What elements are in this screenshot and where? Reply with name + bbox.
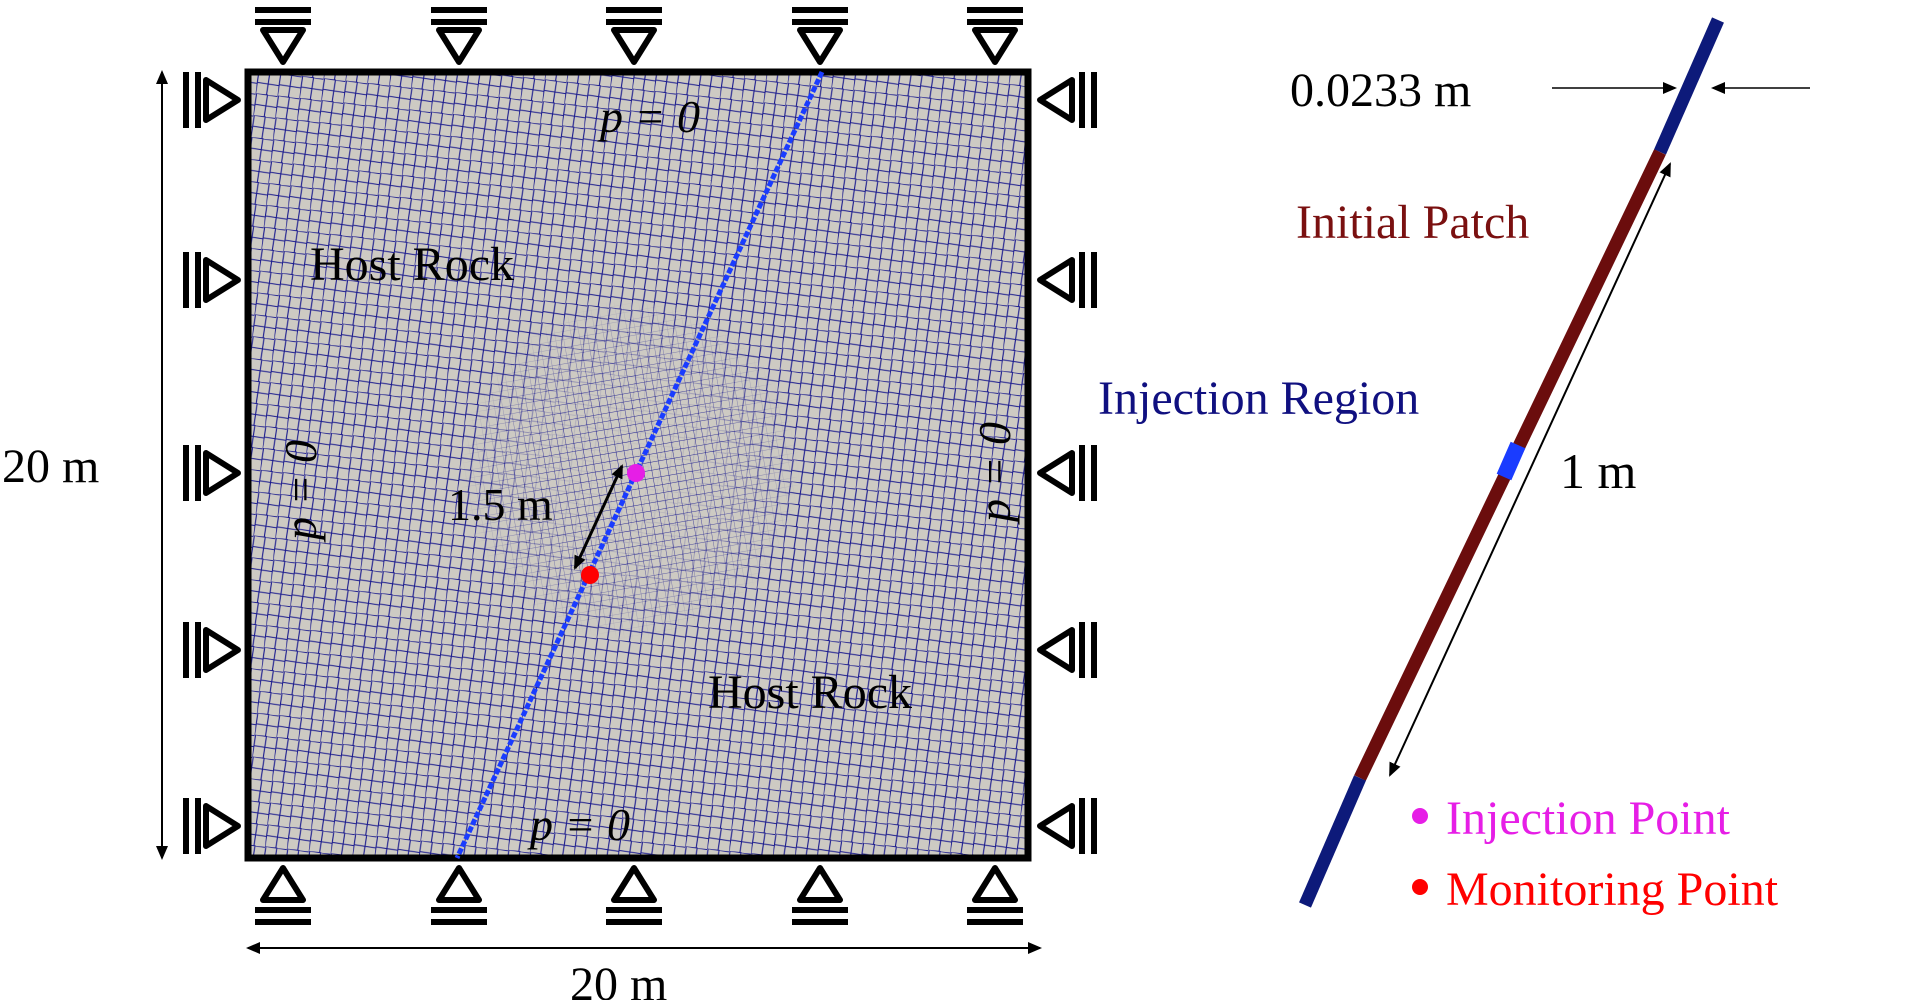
- patch-length-arrow: [1389, 162, 1671, 777]
- domain-border: [244, 68, 1032, 862]
- legend-injection-label: Injection Point: [1446, 792, 1731, 845]
- roller-support-top-4: [792, 7, 848, 65]
- roller-support-right-3: [1037, 445, 1097, 501]
- monitoring-point-marker: [581, 566, 599, 584]
- roller-support-right-5: [1037, 798, 1097, 854]
- pressure-top-label: p = 0: [597, 91, 700, 142]
- roller-support-top-2: [431, 7, 487, 65]
- roller-support-bottom-3: [606, 865, 662, 925]
- patch-length-label: 1 m: [1560, 443, 1637, 499]
- pressure-right-label: p = 0: [969, 422, 1020, 525]
- legend-monitoring-dot: [1412, 879, 1428, 895]
- fault-detail: [1299, 17, 1724, 908]
- distance-arrow: [573, 464, 624, 570]
- host-rock-upper-label: Host Rock: [310, 238, 514, 291]
- roller-support-bottom-2: [431, 865, 487, 925]
- legend-injection-dot: [1412, 808, 1428, 824]
- roller-support-left-4: [183, 622, 241, 678]
- roller-support-right-2: [1037, 252, 1097, 308]
- injection-point-marker: [627, 464, 645, 482]
- roller-support-top-3: [606, 7, 662, 65]
- thickness-label: 0.0233 m: [1290, 64, 1471, 117]
- width-dimension-label: 20 m: [570, 958, 667, 1000]
- pressure-bottom-label: p = 0: [527, 799, 630, 850]
- height-dimension-label: 20 m: [2, 440, 99, 493]
- pressure-left-label: p = 0: [275, 440, 326, 543]
- roller-support-bottom-5: [967, 865, 1023, 925]
- fault-outer-lower: [1299, 775, 1366, 908]
- legend: Injection Point Monitoring Point: [1412, 792, 1779, 916]
- roller-support-top-5: [967, 7, 1023, 65]
- roller-support-left-1: [183, 72, 241, 128]
- roller-support-top-1: [255, 7, 311, 65]
- roller-support-right-4: [1037, 622, 1097, 678]
- roller-support-right-1: [1037, 72, 1097, 128]
- legend-monitoring-label: Monitoring Point: [1446, 863, 1779, 916]
- initial-patch-label: Initial Patch: [1296, 196, 1529, 249]
- roller-supports-top: [255, 7, 1023, 65]
- roller-supports-left: [183, 72, 241, 854]
- injection-region-label: Injection Region: [1098, 372, 1419, 425]
- roller-support-bottom-1: [255, 865, 311, 925]
- distance-label: 1.5 m: [448, 479, 553, 530]
- roller-support-left-5: [183, 798, 241, 854]
- injection-region-bar: [1496, 441, 1526, 481]
- roller-supports-right: [1037, 72, 1097, 854]
- roller-support-left-2: [183, 252, 241, 308]
- roller-support-bottom-4: [792, 865, 848, 925]
- roller-support-left-3: [183, 445, 241, 501]
- fault-outer-upper: [1654, 17, 1724, 155]
- roller-supports-bottom: [255, 865, 1023, 925]
- host-rock-lower-label: Host Rock: [708, 666, 912, 719]
